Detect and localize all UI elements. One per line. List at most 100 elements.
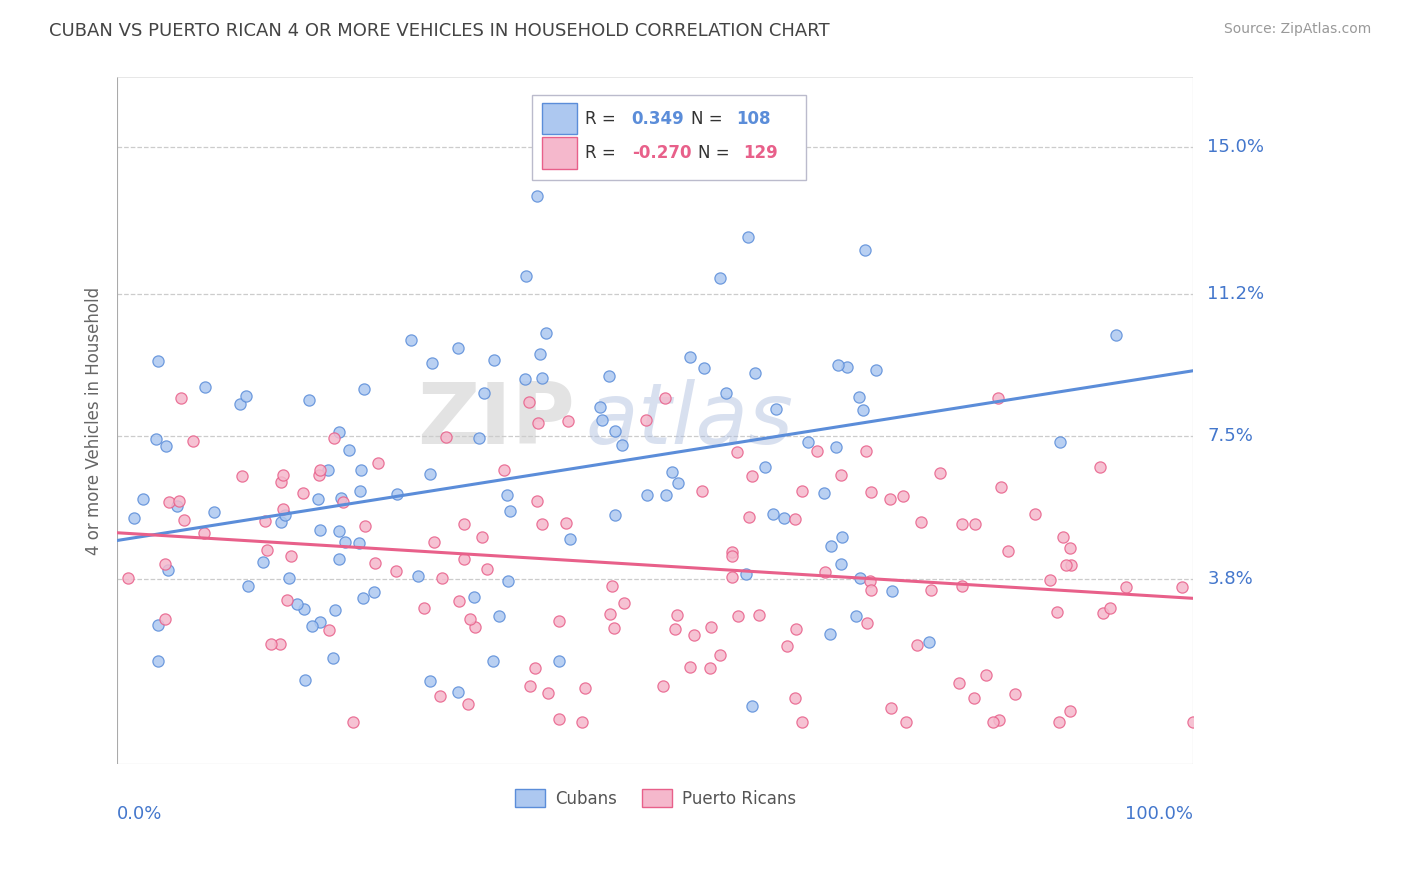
Point: [406, 569, 429, 583]
Point: [271, 502, 294, 516]
Point: [252, 555, 274, 569]
Point: [350, 463, 373, 477]
Point: [845, 609, 868, 624]
Point: [738, 510, 761, 524]
Point: [363, 585, 385, 599]
Point: [529, 347, 551, 361]
Point: [1054, 558, 1077, 572]
Point: [830, 557, 852, 571]
Point: [741, 699, 763, 714]
Point: [1182, 714, 1205, 729]
Point: [354, 519, 377, 533]
Point: [292, 486, 315, 500]
Point: [534, 326, 557, 340]
Point: [820, 539, 842, 553]
Point: [547, 653, 569, 667]
Point: [235, 389, 257, 403]
Point: [292, 601, 315, 615]
Point: [155, 439, 177, 453]
Point: [603, 508, 626, 522]
Point: [430, 571, 453, 585]
Text: 100.0%: 100.0%: [1125, 805, 1194, 823]
Point: [1049, 714, 1071, 729]
Point: [831, 531, 853, 545]
Text: 3.8%: 3.8%: [1208, 570, 1253, 588]
Point: [1060, 558, 1083, 572]
Point: [527, 416, 550, 430]
Point: [636, 488, 658, 502]
Text: atlas: atlas: [585, 379, 793, 462]
Point: [599, 607, 621, 621]
Point: [879, 700, 901, 714]
Point: [294, 673, 316, 688]
Point: [948, 676, 970, 690]
Point: [280, 549, 302, 563]
Point: [322, 651, 344, 665]
Text: 0.349: 0.349: [631, 110, 685, 128]
Point: [422, 534, 444, 549]
Point: [494, 463, 516, 477]
Point: [298, 393, 321, 408]
Point: [513, 372, 536, 386]
Point: [741, 468, 763, 483]
Point: [347, 536, 370, 550]
Text: 0.0%: 0.0%: [117, 805, 163, 823]
Point: [1049, 434, 1071, 449]
Point: [591, 413, 613, 427]
Text: ZIP: ZIP: [416, 379, 575, 462]
Point: [122, 511, 145, 525]
Point: [530, 371, 553, 385]
Point: [880, 583, 903, 598]
Point: [274, 508, 297, 523]
Point: [332, 494, 354, 508]
Point: [797, 434, 820, 449]
Point: [193, 526, 215, 541]
Point: [785, 622, 807, 636]
Point: [447, 685, 470, 699]
Point: [574, 681, 596, 696]
Point: [167, 494, 190, 508]
Point: [981, 714, 1004, 729]
Point: [269, 637, 291, 651]
Point: [963, 516, 986, 531]
Point: [308, 463, 330, 477]
Point: [1004, 687, 1026, 701]
Point: [531, 517, 554, 532]
Point: [765, 401, 787, 416]
Point: [399, 333, 422, 347]
Point: [155, 612, 177, 626]
Point: [655, 488, 678, 502]
Point: [276, 593, 298, 607]
Text: R =: R =: [585, 110, 621, 128]
Point: [762, 507, 785, 521]
Point: [997, 543, 1019, 558]
Point: [1046, 605, 1069, 619]
Point: [963, 691, 986, 706]
Point: [519, 679, 541, 693]
Point: [385, 565, 408, 579]
Point: [571, 714, 593, 729]
Point: [499, 504, 522, 518]
Point: [157, 495, 180, 509]
Point: [271, 467, 294, 482]
Point: [699, 620, 721, 634]
Point: [636, 413, 658, 427]
Point: [818, 627, 841, 641]
Point: [727, 609, 749, 624]
Point: [337, 442, 360, 457]
FancyBboxPatch shape: [543, 103, 576, 135]
Point: [519, 394, 541, 409]
Point: [879, 491, 901, 506]
Point: [422, 356, 444, 370]
Point: [236, 579, 259, 593]
Point: [721, 570, 744, 584]
Point: [316, 463, 339, 477]
Point: [328, 552, 350, 566]
Point: [156, 563, 179, 577]
FancyBboxPatch shape: [531, 95, 806, 180]
Point: [859, 574, 882, 588]
Text: N =: N =: [699, 144, 735, 162]
Point: [367, 456, 389, 470]
Point: [825, 440, 848, 454]
Point: [776, 639, 799, 653]
